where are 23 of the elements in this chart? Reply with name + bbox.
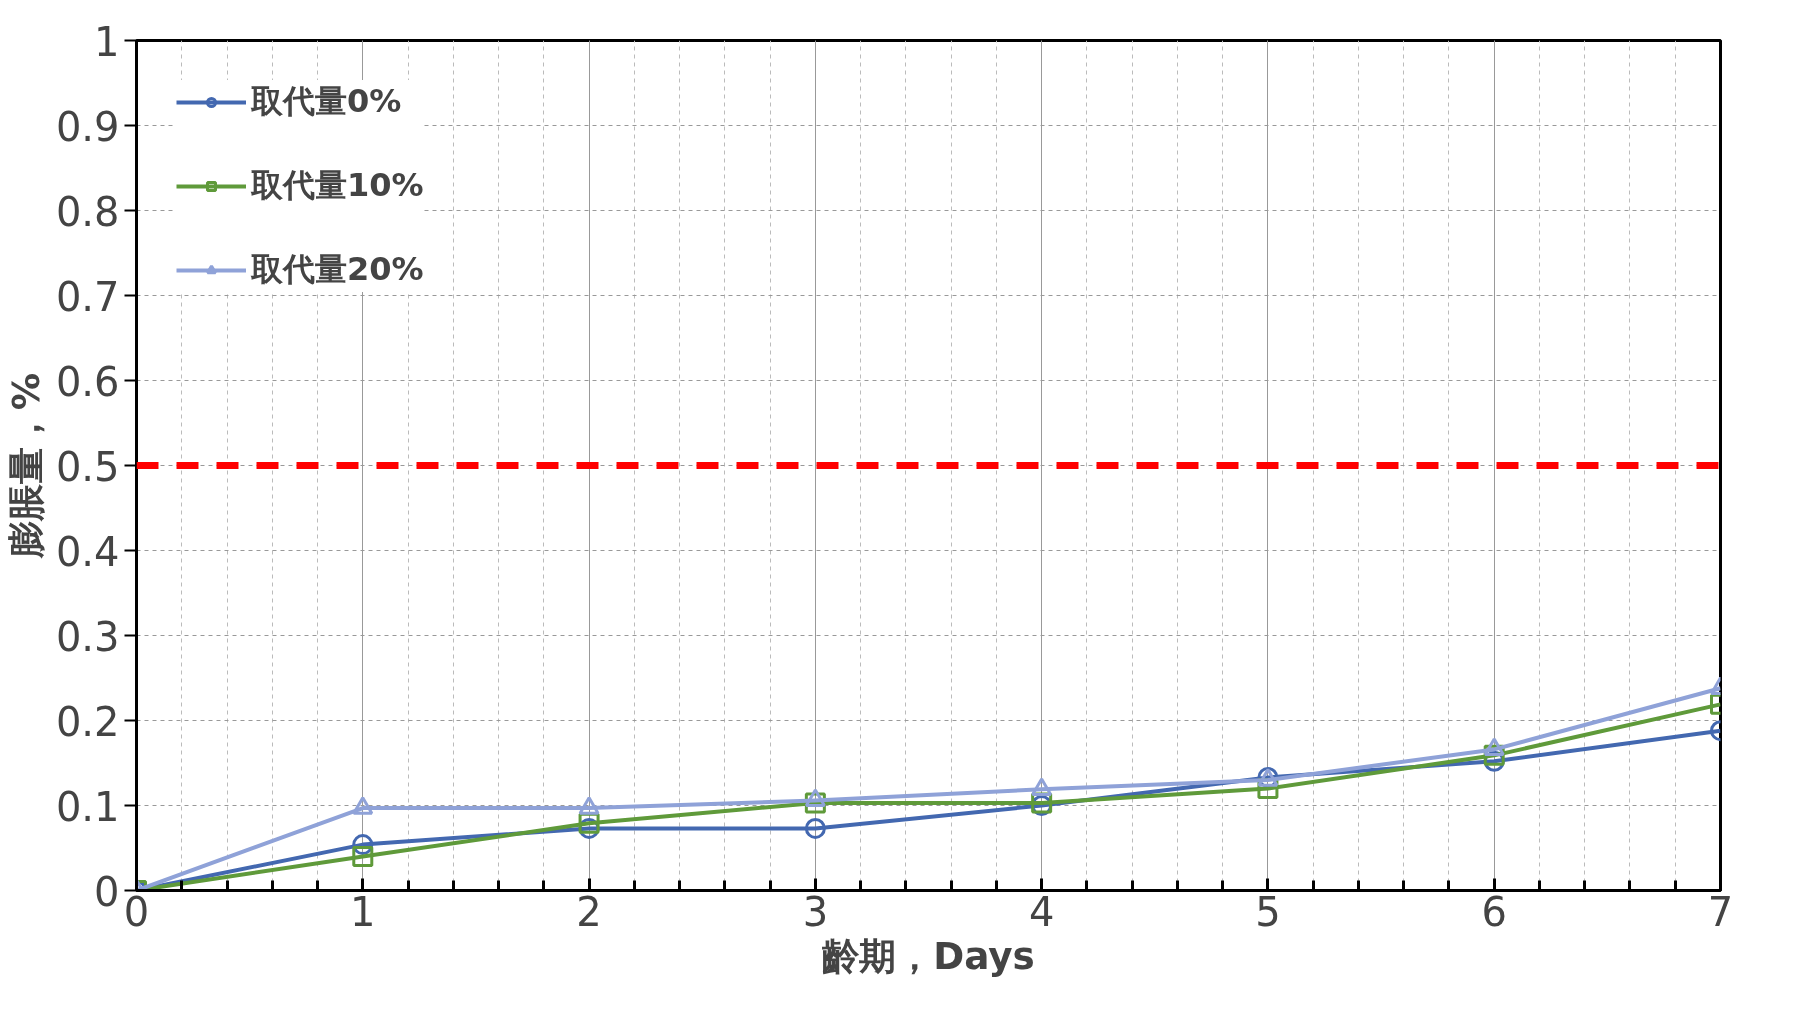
y-tick-label: 0.1 [55, 783, 120, 830]
y-tick-label: 0.7 [55, 273, 120, 320]
x-axis-title: 齡期，Days [821, 933, 1035, 978]
y-tick-label: 0.6 [55, 358, 120, 405]
y-tick-label: 0.3 [55, 613, 120, 660]
x-tick-label: 2 [576, 888, 602, 935]
y-tick-label: 0.8 [55, 188, 120, 235]
y-tick-label: 1 [94, 18, 120, 65]
y-tick-label: 0.4 [55, 528, 120, 575]
y-tick-label: 0.5 [55, 443, 120, 490]
legend-label: 取代量20% [251, 249, 424, 290]
y-tick-label: 0.2 [55, 698, 120, 745]
x-tick-label: 0 [123, 888, 150, 935]
x-tick-label: 1 [350, 888, 376, 935]
x-tick-label: 4 [1028, 888, 1055, 935]
y-axis-title: 膨脹量，% [3, 372, 48, 560]
y-tick-label: 0.9 [55, 103, 120, 150]
x-tick-label: 7 [1707, 888, 1734, 935]
x-tick-label: 6 [1481, 888, 1507, 935]
x-tick-label: 3 [802, 888, 829, 935]
legend-label: 取代量0% [251, 81, 402, 122]
legend-label: 取代量10% [251, 165, 424, 206]
x-tick-label: 5 [1255, 888, 1281, 935]
